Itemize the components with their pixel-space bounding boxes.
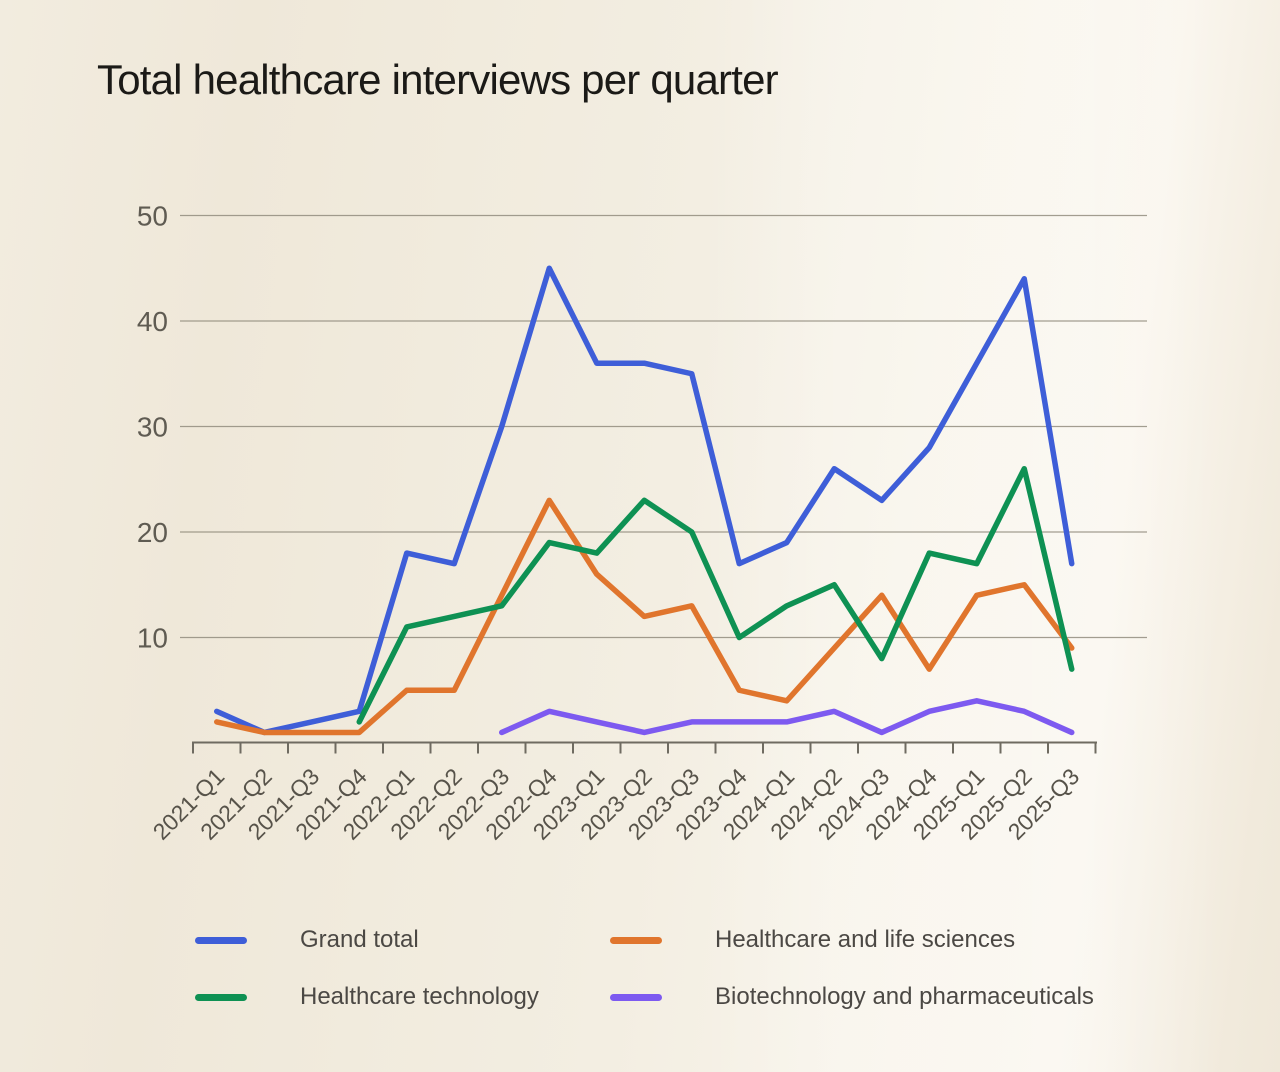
legend-label-biotech-pharma: Biotechnology and pharmaceuticals <box>715 983 1094 1010</box>
healthcare-life-sciences-swatch <box>610 936 662 944</box>
chart-title: Total healthcare interviews per quarter <box>97 56 779 103</box>
y-axis-label-20: 20 <box>137 517 168 548</box>
grand-total-swatch <box>195 936 247 944</box>
legend-label-grand-total: Grand total <box>300 926 419 953</box>
y-axis-label-40: 40 <box>137 306 168 337</box>
healthcare-technology-swatch <box>195 993 247 1001</box>
series-line-biotechnology-and-pharmaceuticals <box>499 698 1075 736</box>
biotech-pharma-swatch <box>610 993 662 1001</box>
legend-item-healthcare-life-sciences: Healthcare and life sciences <box>610 925 1015 955</box>
line-chart: 10203040502021-Q12021-Q22021-Q32021-Q420… <box>137 201 1147 845</box>
series-line-grand-total <box>214 265 1075 736</box>
legend-label-healthcare-life-sciences: Healthcare and life sciences <box>715 926 1016 953</box>
legend-label-healthcare-technology: Healthcare technology <box>300 983 539 1010</box>
series-line-healthcare-and-life-sciences <box>214 497 1075 736</box>
y-axis-label-50: 50 <box>137 201 168 232</box>
legend-item-biotech-pharma: Biotechnology and pharmaceuticals <box>610 982 1094 1012</box>
legend-item-grand-total: Grand total <box>195 925 419 955</box>
legend-item-healthcare-technology: Healthcare technology <box>195 982 539 1012</box>
y-axis-label-10: 10 <box>137 623 168 654</box>
y-axis-label-30: 30 <box>137 412 168 443</box>
series-line-healthcare-technology <box>356 465 1075 725</box>
